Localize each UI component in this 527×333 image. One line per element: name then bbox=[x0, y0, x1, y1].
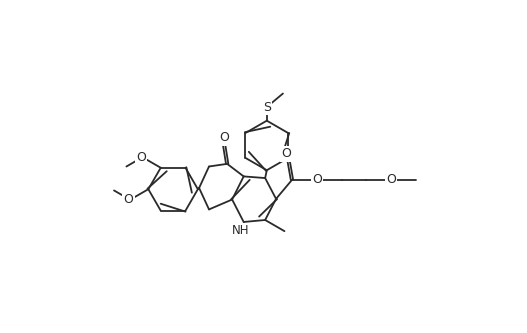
Text: O: O bbox=[123, 193, 133, 206]
Text: O: O bbox=[386, 173, 396, 186]
Text: S: S bbox=[263, 101, 271, 114]
Text: O: O bbox=[136, 151, 146, 164]
Text: O: O bbox=[282, 148, 291, 161]
Text: O: O bbox=[219, 131, 229, 144]
Text: NH: NH bbox=[232, 224, 249, 237]
Text: O: O bbox=[312, 173, 321, 186]
